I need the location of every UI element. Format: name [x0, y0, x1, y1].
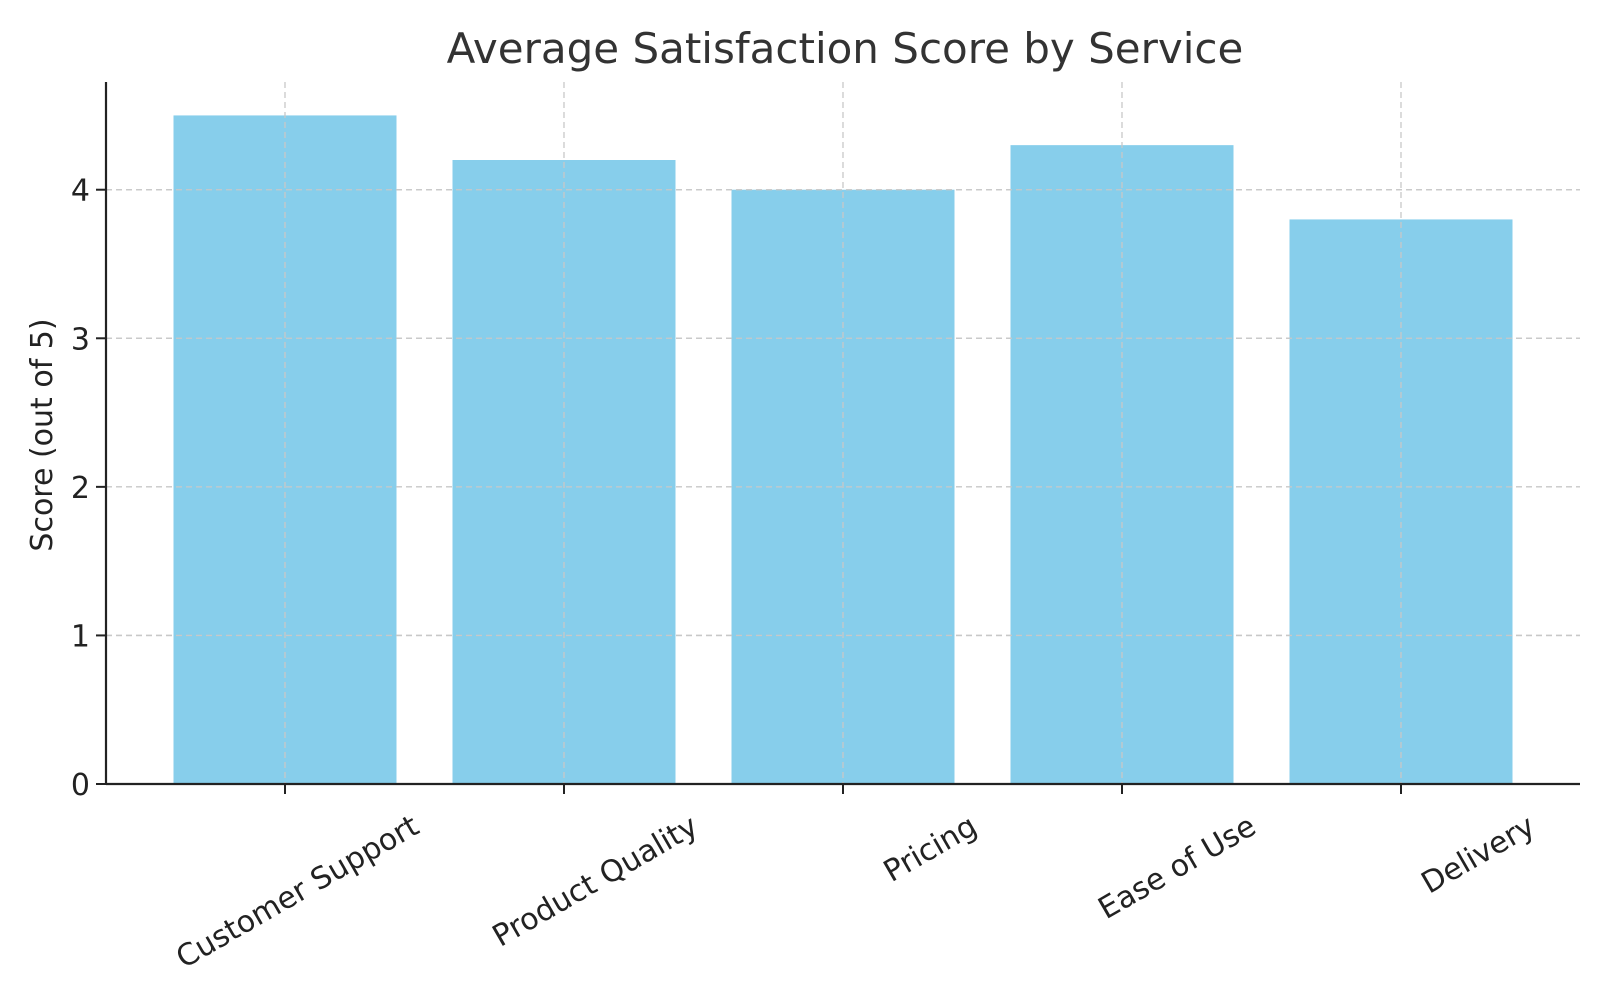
v-grid-lines — [284, 82, 1402, 784]
y-axis-label: Score (out of 5) — [25, 318, 60, 551]
x-tick-label: Ease of Use — [1093, 809, 1262, 927]
x-tick-label: Product Quality — [487, 809, 704, 955]
x-tick-label: Pricing — [878, 809, 983, 890]
y-ticks: 0 1 2 3 4 — [71, 174, 106, 803]
y-tick-label: 0 — [71, 768, 90, 803]
y-tick-label: 4 — [71, 174, 90, 209]
h-grid-overlay — [106, 189, 1580, 637]
y-tick-label: 3 — [71, 322, 90, 357]
x-tick-label: Customer Support — [170, 809, 425, 976]
x-ticks: Customer Support Product Quality Pricing Ea… — [170, 784, 1541, 976]
x-tick-label: Delivery — [1416, 809, 1541, 902]
chart-title: Average Satisfaction Score by Service — [447, 24, 1244, 73]
y-tick-label: 2 — [71, 471, 90, 506]
y-tick-label: 1 — [71, 619, 90, 654]
